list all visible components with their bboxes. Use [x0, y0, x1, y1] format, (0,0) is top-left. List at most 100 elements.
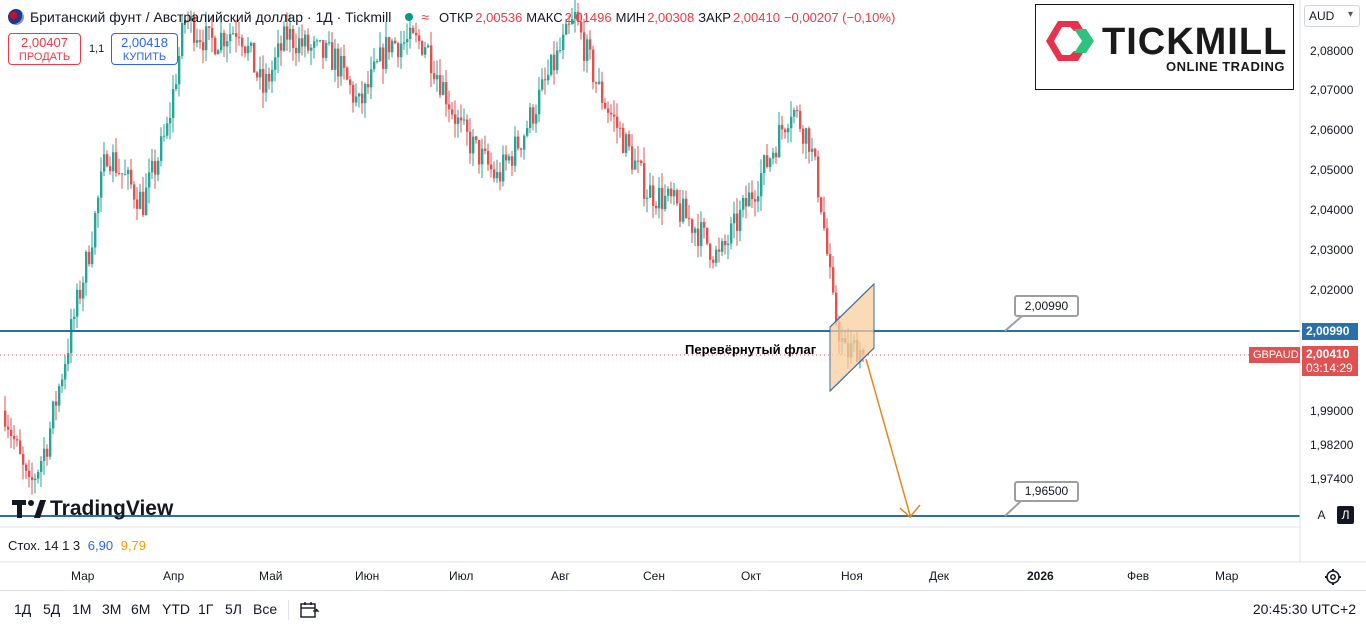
price-tick: 2,02000 — [1310, 283, 1354, 297]
candle-body — [301, 38, 304, 47]
candle-body — [247, 45, 250, 54]
buy-button[interactable]: 2,00418 КУПИТЬ — [111, 33, 178, 65]
candle-body — [58, 386, 61, 406]
high-label: МАКС — [526, 9, 563, 25]
candle-body — [697, 228, 700, 246]
sell-button[interactable]: 2,00407 ПРОДАТЬ — [8, 33, 81, 65]
candle-body — [487, 150, 490, 165]
candle-body — [292, 28, 295, 48]
tickmill-logo-mark-icon — [1046, 21, 1094, 61]
candle-body — [409, 27, 412, 39]
tickmill-logo: TICKMILL ONLINE TRADING — [1035, 4, 1294, 90]
open-value: 2,00536 — [475, 9, 523, 25]
low-label: МИН — [615, 9, 646, 25]
settings-gear-icon[interactable] — [1324, 568, 1342, 586]
candle-body — [622, 127, 625, 153]
candle-body — [637, 160, 640, 162]
projection-arrow — [865, 358, 911, 516]
pattern-annotation[interactable]: Перевёрнутый флаг — [685, 342, 817, 357]
symbol-title[interactable]: Британский фунт / Австралийский доллар ·… — [30, 9, 392, 25]
currency-selector[interactable]: AUD ▾ — [1304, 5, 1360, 27]
candle-body — [307, 34, 310, 51]
candle-body — [88, 251, 91, 265]
candle-body — [706, 227, 709, 244]
auto-scale-button[interactable]: A — [1317, 508, 1326, 522]
candle-body — [724, 240, 727, 246]
resistance-callout[interactable]: 2,00990 — [1014, 295, 1079, 317]
stochastic-legend[interactable]: Стох. 14 1 3 6,90 9,79 — [8, 538, 146, 553]
candle-body — [541, 79, 544, 90]
log-scale-button[interactable]: Л — [1337, 506, 1354, 524]
bottom-toolbar: 1Д 5Д 1М 3М 6М YTD 1Г 5Л Все 20:45:30 UT… — [0, 590, 1366, 627]
candle-body — [331, 42, 334, 70]
timeframe-button[interactable]: 1Д — [14, 601, 32, 617]
candle-body — [556, 50, 559, 71]
timeframe-button[interactable]: 1Г — [198, 601, 214, 617]
candle-body — [319, 40, 322, 42]
candle-body — [547, 74, 550, 81]
timeframe-button[interactable]: 1М — [72, 601, 92, 617]
candle-body — [826, 228, 829, 255]
last-price-tag: 2,00410 03:14:29 — [1302, 346, 1358, 376]
candle-body — [406, 38, 409, 43]
candle-body — [457, 117, 460, 124]
candle-body — [31, 477, 34, 481]
candle-body — [259, 69, 262, 78]
candle-body — [364, 84, 367, 104]
candle-body — [676, 190, 679, 204]
candle-body — [565, 23, 568, 35]
candle-body — [181, 23, 184, 57]
candle-body — [175, 84, 178, 90]
close-value: 2,00410 — [732, 9, 780, 25]
candle-body — [511, 156, 514, 166]
candle-body — [712, 259, 715, 263]
stochastic-d-value: 9,79 — [120, 538, 147, 553]
candle-body — [55, 401, 58, 406]
candle-body — [298, 38, 301, 54]
candle-body — [115, 152, 118, 173]
timeframe-button[interactable]: Все — [253, 601, 278, 617]
candle-body — [415, 32, 418, 36]
candle-body — [730, 223, 733, 244]
candle-body — [295, 47, 298, 54]
candle-body — [232, 33, 235, 35]
candle-body — [73, 316, 76, 319]
candle-body — [619, 127, 622, 129]
watermark-text: TradingView — [50, 497, 174, 520]
candle-body — [760, 173, 763, 197]
candle-body — [685, 198, 688, 219]
candle-body — [532, 107, 535, 124]
candle-body — [787, 128, 790, 133]
candle-body — [751, 192, 754, 200]
price-tick: 2,07000 — [1310, 83, 1354, 97]
date-range-calendar-icon[interactable] — [300, 601, 320, 619]
candle-body — [94, 213, 97, 248]
candle-body — [22, 453, 25, 465]
spread-value: 1,1 — [89, 43, 105, 55]
candle-body — [586, 39, 589, 61]
timeframe-button[interactable]: 5Л — [225, 601, 242, 617]
candle-body — [7, 426, 10, 430]
candle-body — [664, 195, 667, 210]
timeframe-button[interactable]: 6М — [131, 601, 151, 617]
candle-body — [535, 114, 538, 124]
time-tick: Мар — [1215, 569, 1239, 583]
candle-body — [748, 192, 751, 207]
candle-body — [802, 128, 805, 144]
candle-body — [103, 154, 106, 172]
candle-body — [349, 79, 352, 85]
candle-body — [262, 69, 265, 93]
candle-body — [268, 73, 271, 82]
candle-body — [790, 116, 793, 129]
candle-body — [442, 82, 445, 95]
candle-body — [367, 84, 370, 88]
symbol-tag: GBPAUD — [1249, 347, 1300, 363]
candle-body — [265, 73, 268, 93]
timeframe-button[interactable]: 5Д — [43, 601, 61, 617]
clock-timezone[interactable]: 20:45:30 UTC+2 — [1252, 601, 1356, 617]
timeframe-button[interactable]: YTD — [162, 601, 190, 617]
candle-body — [52, 401, 55, 429]
target-callout[interactable]: 1,96500 — [1014, 481, 1079, 502]
logo-tagline: ONLINE TRADING — [1166, 59, 1285, 74]
timeframe-button[interactable]: 3М — [102, 601, 122, 617]
